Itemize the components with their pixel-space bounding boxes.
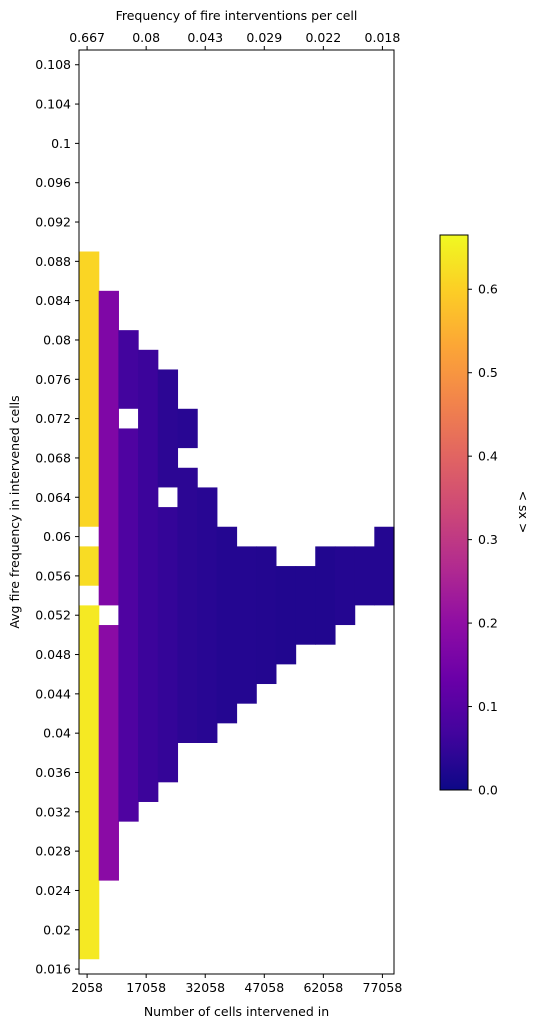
y-tick-label: 0.072 [35, 411, 71, 426]
heatmap-cell [79, 251, 100, 527]
heatmap-cell [295, 566, 316, 645]
heatmap-cell [79, 605, 100, 960]
heatmap-cell [98, 625, 119, 881]
heatmap-cell [118, 428, 139, 822]
heatmap-cell [118, 330, 139, 409]
heatmap-cell [236, 546, 257, 704]
y-tick-label: 0.06 [43, 529, 71, 544]
heatmap-cell [275, 566, 297, 665]
y-tick-label: 0.016 [35, 962, 71, 977]
x-axis-label: Number of cells intervened in [144, 1004, 329, 1019]
y-tick-label: 0.104 [35, 97, 71, 112]
heatmap-cell [138, 349, 159, 802]
x-tick-label: 32058 [185, 980, 225, 995]
top-tick-label: 0.029 [246, 30, 282, 45]
colorbar-tick-label: 0.3 [478, 532, 498, 547]
x-axis-ticks: 2058 17058 32058 47058 62058 77058 [71, 974, 402, 995]
top-tick-label: 0.08 [132, 30, 160, 45]
y-tick-label: 0.1 [51, 136, 71, 151]
y-axis-ticks: 0.016 0.02 0.024 0.028 0.032 0.036 0.04 0.044 0.… [35, 57, 79, 977]
x-tick-label: 17058 [126, 980, 166, 995]
top-tick-label: 0.667 [69, 30, 105, 45]
heatmap-cell [98, 290, 119, 606]
top-axis-ticks: 0.667 0.08 0.043 0.029 0.022 0.018 [69, 30, 400, 50]
colorbar-tick-label: 0.5 [478, 365, 498, 380]
heatmap-cells [79, 251, 395, 960]
x-tick-label: 47058 [244, 980, 284, 995]
heatmap-cell [177, 408, 198, 449]
heatmap-cell [256, 546, 277, 685]
heatmap-cell [79, 546, 100, 586]
colorbar-tick-label: 0.1 [478, 699, 498, 714]
y-tick-label: 0.044 [35, 686, 71, 701]
heatmap-cell [177, 467, 198, 743]
y-tick-label: 0.076 [35, 372, 71, 387]
heatmap-cell [374, 526, 395, 606]
y-tick-label: 0.048 [35, 647, 71, 662]
y-tick-label: 0.088 [35, 254, 71, 269]
colorbar-tick-label: 0.0 [478, 783, 498, 798]
heatmap-cell [216, 526, 238, 724]
colorbar-tick-label: 0.6 [478, 282, 498, 297]
y-tick-label: 0.036 [35, 765, 71, 780]
y-tick-label: 0.08 [43, 332, 71, 347]
plot-frame [78, 49, 395, 975]
colorbar-tick-label: 0.2 [478, 616, 498, 631]
y-tick-label: 0.02 [43, 922, 71, 937]
y-axis-label: Avg fire frequency in intervened cells [7, 395, 22, 628]
y-tick-label: 0.024 [35, 883, 71, 898]
top-tick-label: 0.018 [365, 30, 401, 45]
x-tick-label: 2058 [71, 980, 103, 995]
heatmap-cell [197, 487, 218, 743]
heatmap-cell [315, 546, 336, 645]
y-tick-label: 0.096 [35, 175, 71, 190]
colorbar-tick-label: 0.4 [478, 449, 498, 464]
y-tick-label: 0.064 [35, 490, 71, 505]
y-tick-label: 0.068 [35, 450, 71, 465]
x-tick-label: 77058 [363, 980, 403, 995]
top-tick-label: 0.022 [305, 30, 341, 45]
y-tick-label: 0.108 [35, 57, 71, 72]
y-tick-label: 0.084 [35, 293, 71, 308]
top-axis-label: Frequency of fire interventions per cell [116, 8, 358, 23]
heatmap-cell [157, 507, 179, 783]
heatmap-cell [334, 546, 356, 626]
y-tick-label: 0.032 [35, 804, 71, 819]
y-tick-label: 0.04 [43, 726, 71, 741]
colorbar [439, 234, 469, 791]
heatmap-cell [157, 369, 179, 488]
y-tick-label: 0.092 [35, 215, 71, 230]
top-tick-label: 0.043 [187, 30, 223, 45]
y-tick-label: 0.056 [35, 568, 71, 583]
colorbar-label: < sx > [516, 491, 531, 534]
colorbar-ticks: 0.0 0.1 0.2 0.3 0.4 0.5 0.6 [468, 282, 498, 798]
heatmap-cell [354, 546, 375, 606]
y-tick-label: 0.052 [35, 608, 71, 623]
y-tick-label: 0.028 [35, 844, 71, 859]
x-tick-label: 62058 [303, 980, 343, 995]
